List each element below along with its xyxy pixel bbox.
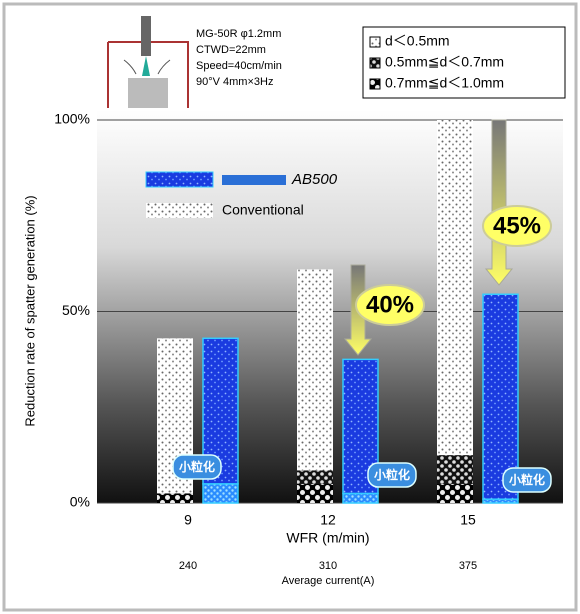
chart: MG-50R φ1.2mm CTWD=22mm Speed=40cm/min 9… <box>0 0 580 614</box>
y-tick-label: 50% <box>62 302 90 318</box>
y-tick-label: 0% <box>70 494 90 510</box>
bar-segment <box>437 120 473 455</box>
legend-label: AB500 <box>291 171 338 188</box>
bar-segment <box>343 493 378 503</box>
legend-swatch <box>146 172 213 187</box>
legend-label: 0.7mm≦d＜1.0mm <box>385 75 504 91</box>
legend-label: Conventional <box>222 202 304 218</box>
x-tick-label: 12 <box>320 512 336 528</box>
reduction-label: 45% <box>493 212 541 239</box>
bar-segment <box>203 484 238 503</box>
reduction-label: 40% <box>366 291 414 318</box>
y-tick-label: 100% <box>54 111 90 127</box>
legend-swatch <box>370 37 380 47</box>
bar-segment <box>297 269 333 470</box>
x2-tick-label: 375 <box>459 560 477 572</box>
condition: Speed=40cm/min <box>196 60 282 72</box>
legend-label: 0.5mm≦d＜0.7mm <box>385 54 504 70</box>
bar-segment <box>437 455 473 484</box>
bar-segment <box>157 493 193 503</box>
x-tick-label: 15 <box>460 512 476 528</box>
y-axis-label: Reduction rate of spatter generation (%) <box>22 195 37 426</box>
legend-swatch <box>146 203 213 218</box>
condition: 90°V 4mm×3Hz <box>196 76 273 88</box>
x-axis-label: WFR (m/min) <box>286 530 369 546</box>
refine-label: 小粒化 <box>509 472 545 487</box>
bar-segment <box>297 484 333 503</box>
legend-label: d＜0.5mm <box>385 33 450 49</box>
x2-tick-label: 240 <box>179 560 197 572</box>
refine-label: 小粒化 <box>374 467 410 482</box>
logo <box>222 175 286 185</box>
refine-label: 小粒化 <box>179 459 215 474</box>
bar-segment <box>297 470 333 483</box>
x2-tick-label: 310 <box>319 560 337 572</box>
x-tick-label: 9 <box>184 512 192 528</box>
legend-swatch <box>370 79 380 89</box>
bar-segment <box>437 484 473 503</box>
condition: MG-50R φ1.2mm <box>196 28 281 40</box>
legend-swatch <box>370 58 380 68</box>
x2-axis-label: Average current(A) <box>282 575 375 587</box>
condition: CTWD=22mm <box>196 44 266 56</box>
